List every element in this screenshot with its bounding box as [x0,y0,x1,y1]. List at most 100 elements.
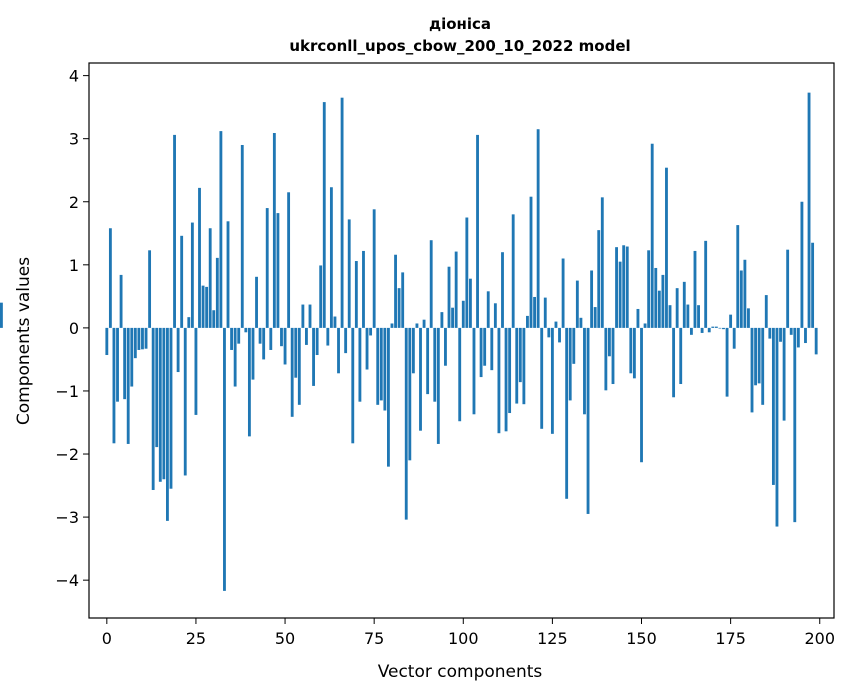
bar-152 [647,250,651,328]
bar-197 [807,92,811,328]
bar-58 [312,327,315,386]
bar-65 [337,327,340,374]
bar-42 [255,276,258,328]
x-tick-label-25: 25 [186,629,206,648]
bar-undefined [0,302,3,328]
bar-125 [550,327,554,434]
bar-53 [294,327,298,378]
bar-71 [358,327,362,402]
bar-25 [194,327,198,415]
bar-8 [133,327,137,359]
bar-19 [173,134,176,328]
bar-96 [447,266,451,328]
bar-26 [198,187,201,328]
bar-28 [205,286,209,328]
bar-112 [504,327,508,432]
bar-195 [800,201,804,328]
bar-130 [568,327,572,401]
bar-111 [501,252,504,328]
bar-51 [287,192,291,328]
bar-13 [151,327,155,490]
bar-132 [575,280,579,328]
bar-181 [750,327,754,413]
bar-103 [472,327,476,415]
bar-155 [657,290,661,328]
bar-113 [508,327,512,414]
bar-87 [415,323,419,328]
bar-134 [583,327,586,415]
bar-80 [390,323,394,328]
bar-179 [743,259,747,328]
bar-172 [718,327,722,329]
bar-120 [533,296,536,328]
bar-75 [372,209,376,328]
bar-29 [208,228,212,328]
bar-21 [180,235,184,328]
bar-43 [258,327,262,344]
bar-12 [148,250,152,328]
y-tick-label--3: −3 [55,508,79,527]
bar-11 [144,327,148,349]
bar-139 [600,197,604,328]
bar-91 [429,240,433,328]
bar-98 [454,251,458,328]
bar-63 [329,187,333,328]
bar-73 [365,327,369,370]
bar-166 [697,305,700,328]
chart-subtitle: ukrconll_upos_cbow_200_10_2022 model [289,37,630,55]
bar-54 [297,327,301,405]
bar-30 [212,310,216,328]
x-tick-label-150: 150 [626,629,657,648]
bar-128 [561,258,565,328]
bar-169 [707,327,711,333]
bar-24 [190,222,194,328]
bar-35 [230,327,234,350]
bar-184 [761,327,765,405]
bar-46 [269,327,273,350]
bar-81 [394,254,397,328]
bar-84 [404,327,408,520]
bar-22 [183,327,187,476]
bar-183 [757,327,761,384]
bar-106 [483,327,487,366]
bar-67 [344,327,348,354]
bar-147 [629,327,633,374]
bar-198 [811,242,815,328]
bar-55 [301,304,305,328]
bar-86 [411,327,415,374]
bar-94 [440,312,444,328]
bar-72 [362,250,365,328]
bar-175 [729,314,733,328]
bar-188 [775,327,779,527]
bar-64 [333,316,337,328]
bar-180 [747,308,750,328]
x-tick-label-100: 100 [448,629,479,648]
bar-36 [233,327,237,387]
y-tick-label--2: −2 [55,445,79,464]
bar-57 [308,304,312,328]
y-tick-label--1: −1 [55,382,79,401]
bar-185 [764,295,768,328]
bar-97 [451,307,455,328]
bar-109 [493,303,497,328]
bar-44 [262,327,266,360]
bar-174 [725,327,729,397]
y-tick-label-0: 0 [69,319,79,338]
bar-127 [558,327,561,343]
bar-100 [461,300,465,328]
bar-18 [169,327,173,489]
x-tick-label-200: 200 [804,629,835,648]
bar-168 [704,240,708,328]
bar-40 [247,327,251,437]
bar-4 [119,274,123,328]
bar-121 [536,129,540,328]
bar-45 [265,208,269,328]
bar-68 [347,219,351,328]
bar-10 [141,327,144,350]
bar-47 [272,133,276,328]
bar-14 [155,327,159,448]
bar-144 [618,261,622,328]
y-ticks-group: −4 −3 −2 −1 0 1 2 3 4 [55,67,89,590]
bar-138 [597,230,601,328]
bar-148 [632,327,636,379]
